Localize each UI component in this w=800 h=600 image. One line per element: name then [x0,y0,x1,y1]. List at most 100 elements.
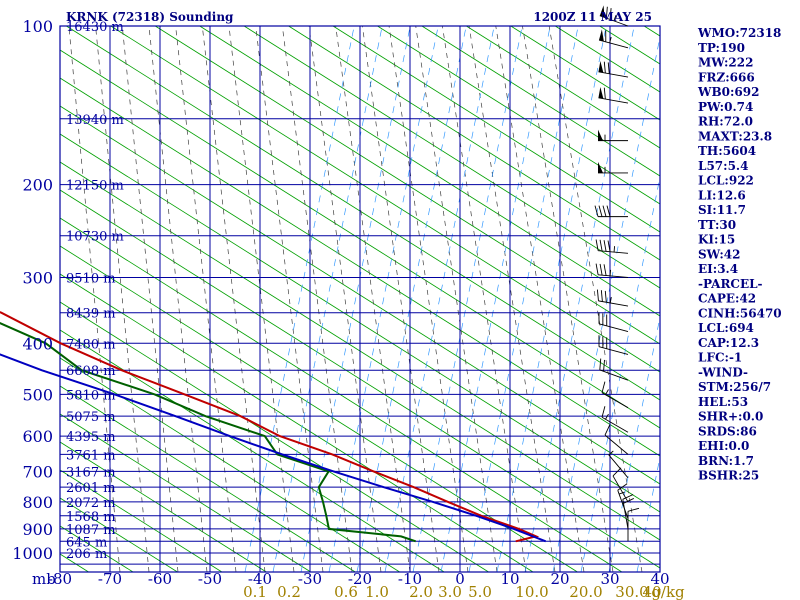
wind-barb-flag [594,205,599,217]
stat-line: SHR+:0.0 [698,410,763,424]
mixing-ratio-label: 3.0 [438,583,462,600]
dry-adiabat-line [199,25,661,317]
wind-barb-staff [622,499,629,529]
wind-barb-pennant [598,161,603,173]
dry-adiabat-line [66,25,661,401]
wind-barbs [594,5,640,542]
wind-barb [598,161,628,174]
wind-barb [601,381,629,409]
height-label: 10730 m [66,230,124,245]
temperature-tick-label: -10 [398,570,422,588]
wind-barb-flag [612,467,622,477]
dry-adiabat-line [332,25,661,233]
wind-barb-flag [599,358,602,370]
wind-barb [627,507,640,542]
wind-barb [594,205,628,218]
temperature-tick-label: 40 [650,570,669,588]
dry-adiabat-line [59,217,623,573]
wind-barb-half-flag [613,15,617,22]
moist-adiabat-line [362,25,440,573]
mixing-ratio-line [300,25,411,573]
wind-barb [598,335,629,355]
height-label: 16430 m [66,20,124,35]
temperature-tick-label: -70 [98,570,122,588]
dewpoint-line [0,322,417,543]
stat-line: BSHR:25 [698,469,759,483]
dry-adiabat-line [243,25,661,289]
temperature-tick-label: -40 [248,570,272,588]
stat-line: TT:30 [698,218,736,232]
wind-barb [622,494,634,529]
temperature-tick-label: -30 [298,570,322,588]
wind-barb-flag [599,263,603,276]
wind-barb [598,29,629,49]
stat-line: -WIND- [698,365,748,379]
mixing-ratio-line [244,25,355,573]
moist-adiabat-line [335,25,411,573]
temperature-tick-label: 30 [600,570,619,588]
wind-barb-half-flag [605,413,609,420]
wind-barb [598,129,628,142]
valid-time: 1200Z 11 MAY 25 [533,10,652,24]
dry-adiabat-line [421,25,661,177]
wind-barb-staff [599,369,629,381]
stat-line: HEL:53 [698,395,748,409]
mixing-ratio-line [552,36,661,573]
stat-line: STM:256/7 [698,380,771,394]
wind-barb-flag [600,290,603,302]
mixing-ratio-label: 0.2 [277,583,301,600]
stat-line: CAPE:42 [698,292,756,306]
wind-barb-flag [622,494,634,500]
height-label: 8439 m [66,307,116,322]
mixing-ratio-line [496,25,607,573]
wind-barb-staff [608,454,629,479]
stat-line: LCL:922 [698,174,754,188]
stat-line: TP:190 [698,41,745,55]
wind-barb [599,5,629,27]
height-label: 4395 m [66,430,116,445]
wind-barb-flag [595,263,599,275]
moist-adiabat-line [308,25,382,573]
temperature-line [0,311,540,543]
height-label: 7480 m [66,337,116,352]
stat-line: SRDS:86 [698,424,757,438]
dry-adiabat-line [59,441,267,573]
pressure-tick-label: 800 [22,493,53,512]
wind-barb-half-flag [609,269,612,276]
stat-line: LFC:-1 [698,351,742,365]
dry-adiabat-line [555,25,661,93]
dry-adiabat-line [643,25,661,37]
mixing-ratio-label: 40 [642,583,661,600]
mixing-ratio-label: 0.6 [334,583,358,600]
wind-barb-staff [601,392,629,409]
mixing-ratio-label: g/kg [651,583,685,600]
mixing-ratio-label: 1.0 [365,583,389,600]
moist-adiabat-line [228,25,295,573]
wind-barb-flag [599,239,603,252]
height-label: 5810 m [66,388,116,403]
wind-barb-flag [603,87,606,100]
wind-barb-staff [598,346,629,355]
pressure-tick-label: 700 [22,462,53,481]
wind-barb-flag [601,381,606,393]
height-label: 645 m [66,535,107,550]
wind-barb-flag [601,406,606,418]
moist-adiabat-line [388,25,469,573]
moist-adiabat-line [468,25,556,573]
moist-adiabat-line [442,25,527,573]
wind-barb-half-flag [608,450,614,456]
wind-barb-staff [598,300,629,307]
wind-barb-half-flag [618,491,625,495]
wind-barb-flag [603,359,605,372]
mixing-ratio-line [356,25,467,573]
moist-adiabat-line [255,25,324,573]
height-label: 2072 m [66,496,116,511]
dry-adiabat-line [59,497,178,573]
dry-adiabat-line [59,273,534,573]
mixing-ratio-line [272,25,383,573]
stat-line: WB0:692 [697,85,759,99]
stat-line: EHI:0.0 [698,439,749,453]
height-label: 3761 m [66,448,116,463]
parcel-line [0,353,547,543]
stat-line: KI:15 [698,233,735,247]
